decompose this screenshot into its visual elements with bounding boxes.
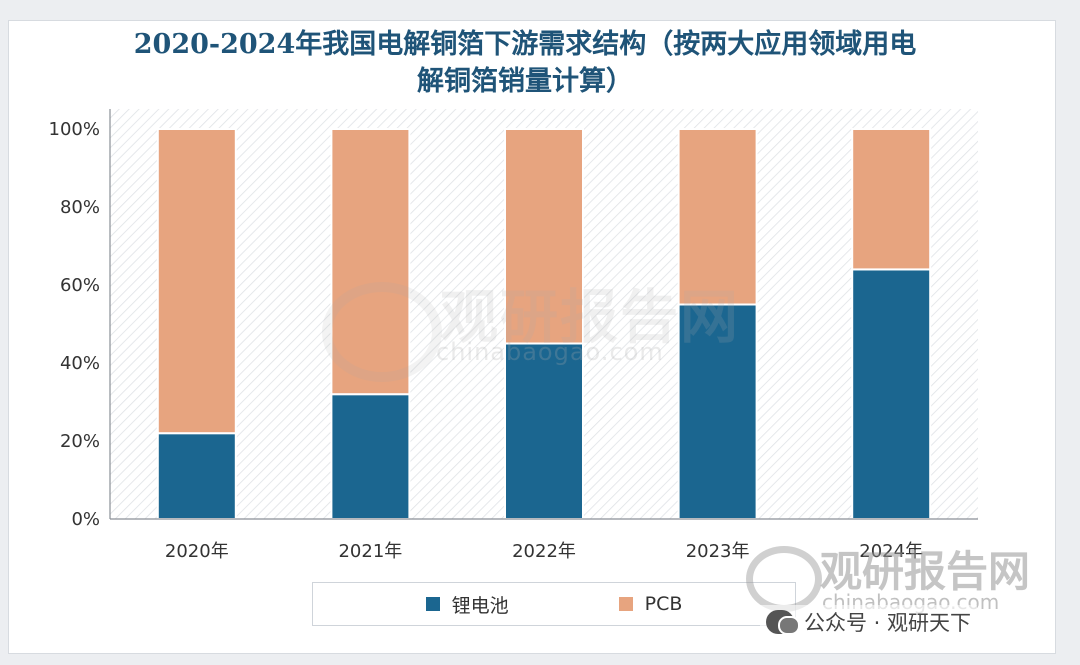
corner-watermark-logo-icon (746, 546, 822, 612)
y-tick-label: 40% (60, 353, 100, 374)
y-tick-label: 0% (71, 509, 100, 530)
y-tick-label: 80% (60, 197, 100, 218)
bar-segment-lithium-1 (330, 393, 411, 521)
y-tick-label: 20% (60, 431, 100, 452)
y-tick-label: 100% (49, 119, 100, 140)
x-tick-label: 2024年 (859, 541, 923, 562)
account-label: 公众号 · 观研天下 (804, 611, 972, 635)
bar-segment-pcb-3 (677, 128, 758, 306)
chart-title: 2020-2024年我国电解铜箔下游需求结构（按两大应用领域用电 解铜箔销量计算… (100, 26, 950, 100)
legend-swatch-icon (618, 597, 633, 611)
bar-segment-lithium-2 (504, 342, 584, 520)
wechat-icon (766, 610, 800, 635)
legend-item-pcb: PCB (618, 593, 683, 615)
corner-watermark-brand: 观研报告网 (820, 547, 1031, 596)
legend-item-lithium: 锂电池 (425, 591, 509, 618)
bar-segment-pcb-2 (504, 128, 584, 345)
legend-label: 锂电池 (451, 594, 509, 617)
bar-segment-pcb-4 (851, 128, 932, 271)
watermark-url: chinabaogao.com (436, 338, 664, 366)
legend-label: PCB (644, 593, 683, 615)
watermark-logo-icon (322, 282, 442, 382)
y-tick-label: 60% (60, 275, 100, 296)
x-tick-label: 2021年 (338, 541, 402, 562)
x-tick-label: 2020年 (165, 541, 229, 562)
watermark-brand: 观研报告网 (440, 283, 741, 351)
bar-segment-lithium-3 (677, 303, 758, 520)
bar-segment-lithium-0 (156, 432, 237, 521)
bar-segment-pcb-0 (156, 128, 237, 435)
title-line-1: 2020-2024年我国电解铜箔下游需求结构（按两大应用领域用电 (133, 29, 917, 60)
account-badge: 公众号 · 观研天下 (760, 605, 978, 639)
legend-swatch-icon (425, 597, 440, 611)
x-tick-label: 2023年 (686, 541, 750, 562)
title-line-2: 解铜箔销量计算） (417, 66, 633, 97)
chart-legend: 锂电池 PCB (312, 582, 796, 626)
x-tick-label: 2022年 (512, 541, 576, 562)
bar-segment-lithium-4 (851, 268, 932, 520)
